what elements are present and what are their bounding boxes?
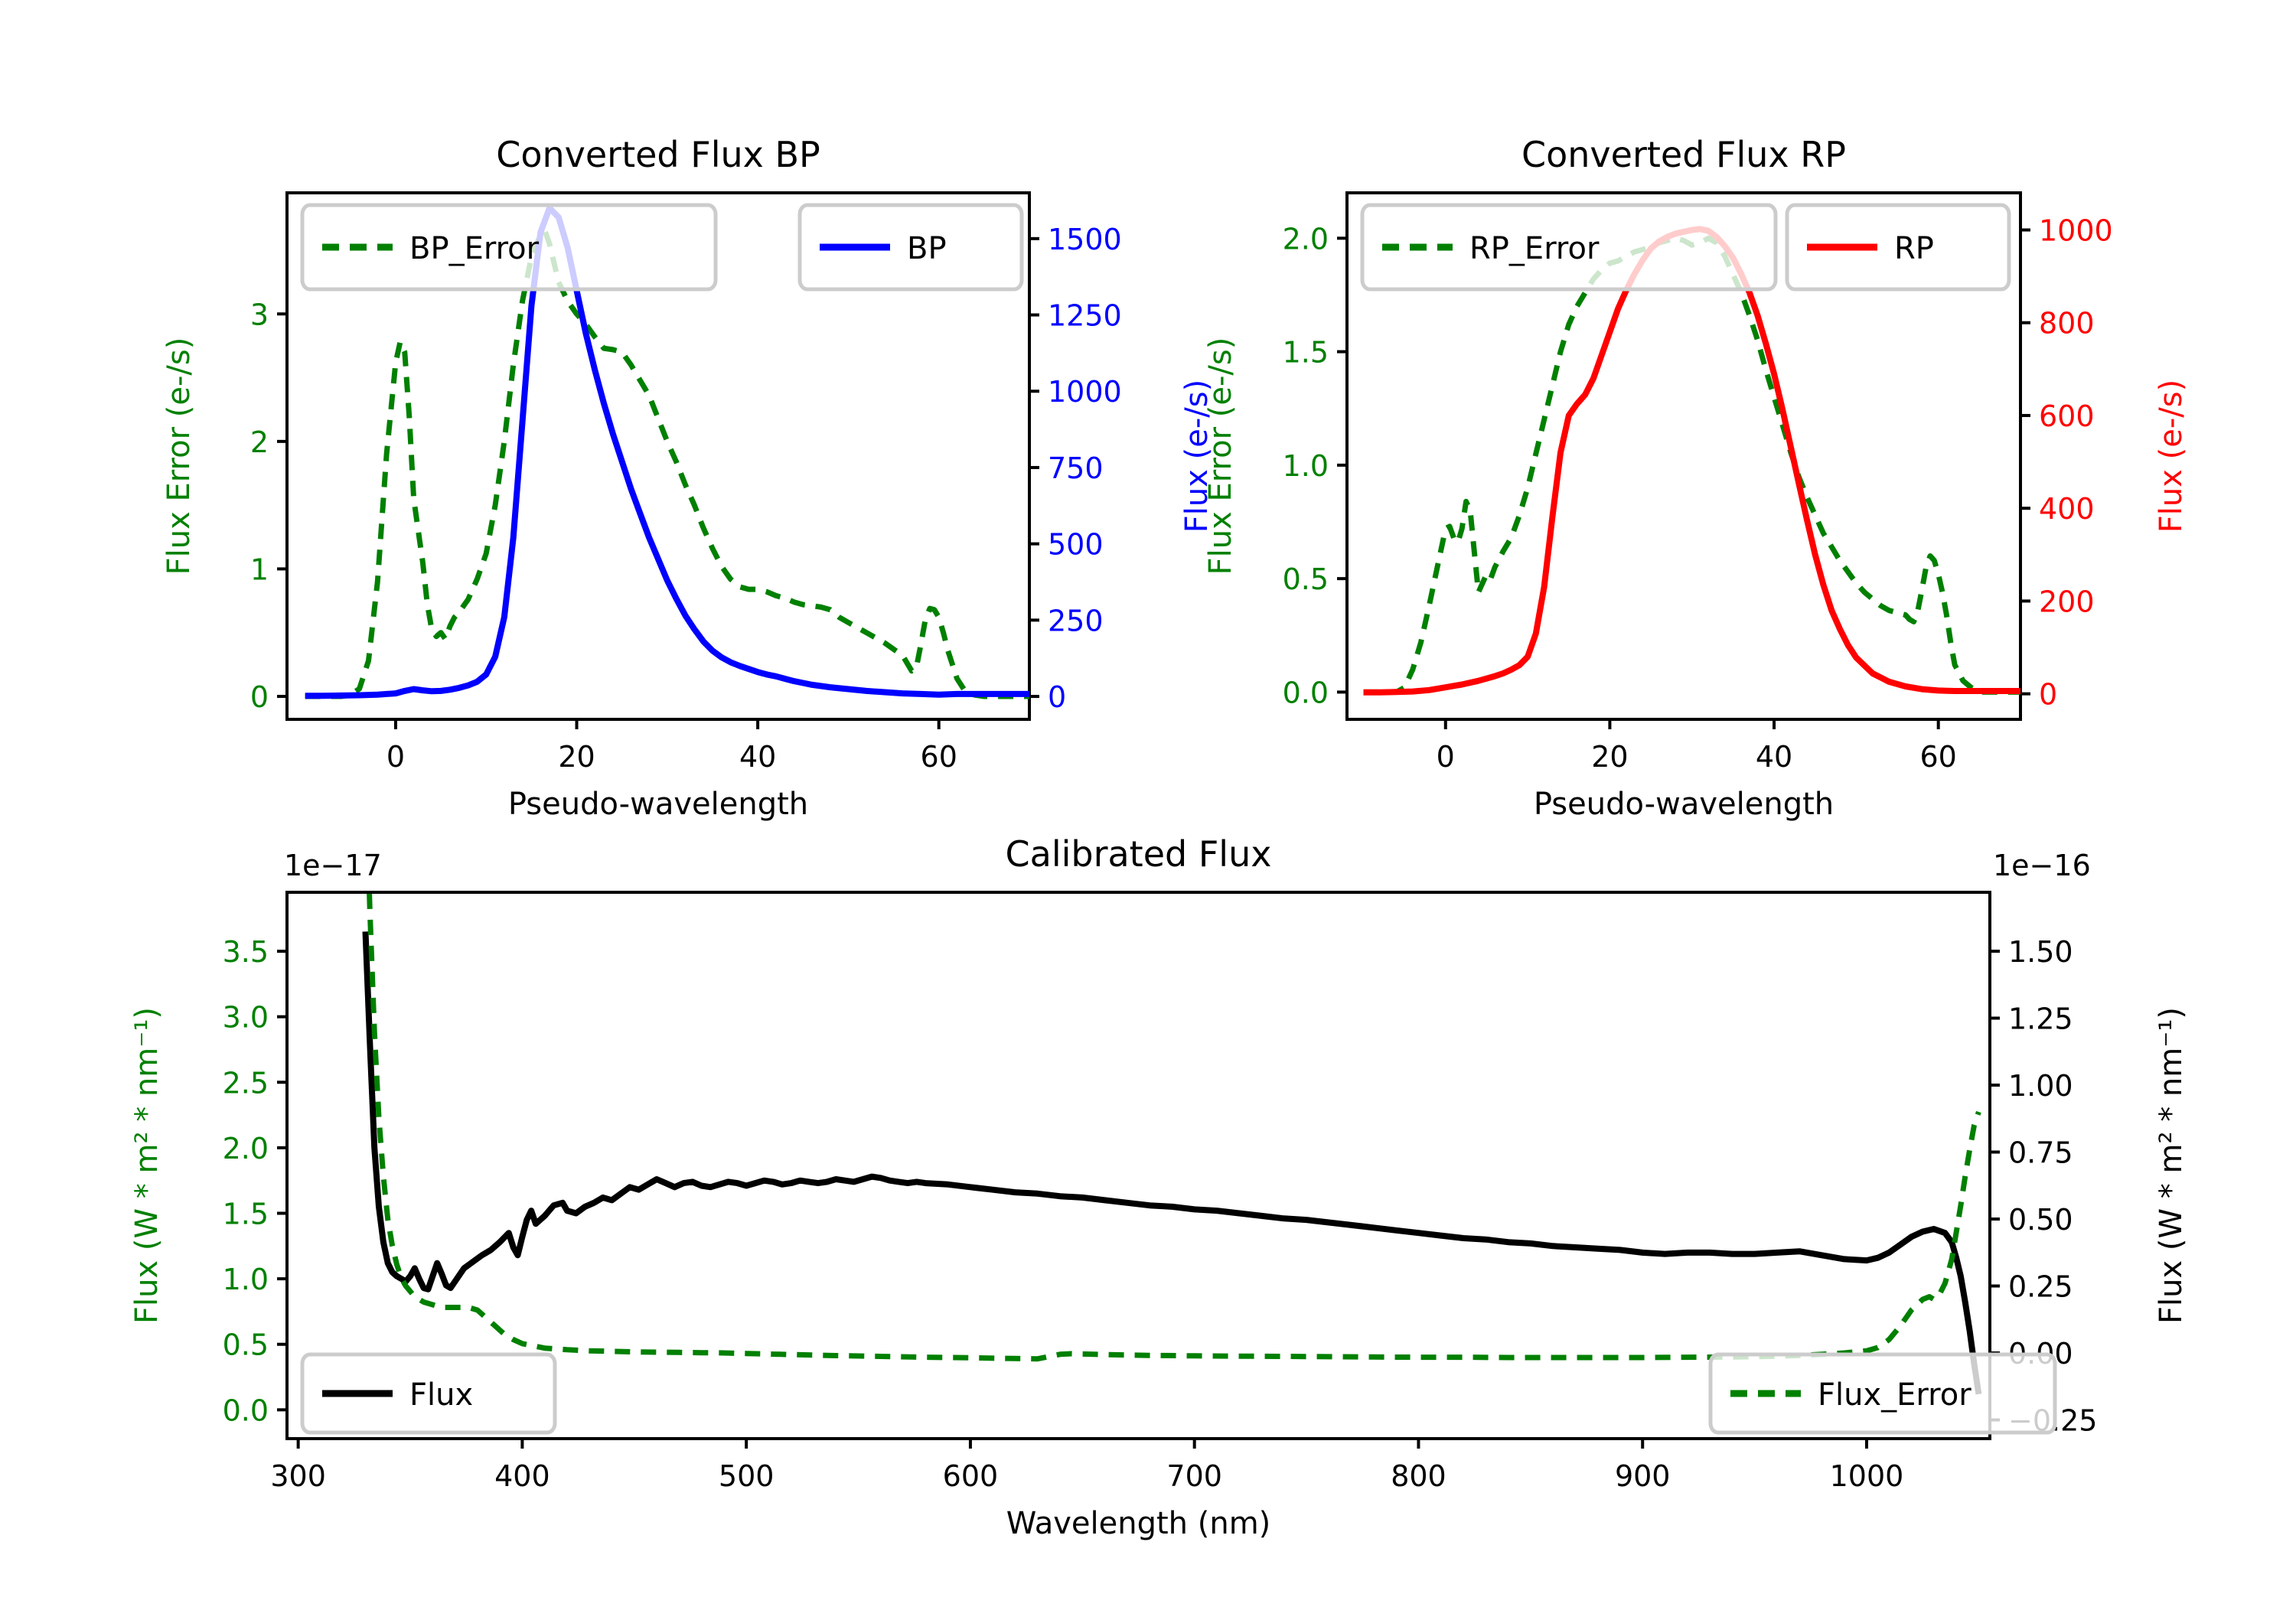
y-right-tick-label: 800 <box>2039 307 2095 341</box>
y-left-tick-label: 3 <box>250 298 269 331</box>
x-tick-label: 600 <box>943 1459 999 1493</box>
x-tick-label: 0 <box>386 740 405 774</box>
panel-title-calibrated-flux: Calibrated Flux <box>1006 833 1272 875</box>
y-left-tick-label: 3.0 <box>223 1001 269 1035</box>
legend-label-flux_error: Flux_Error <box>1818 1377 1971 1413</box>
y-left-tick-label: 0.0 <box>223 1393 269 1427</box>
legend-label-rp_error: RP_Error <box>1469 231 1600 266</box>
y-right-tick-label: 1.00 <box>2008 1069 2073 1103</box>
series-line-bp <box>305 204 1029 699</box>
axes-frame-converted-flux-bp <box>285 191 1031 721</box>
x-tick-label: 60 <box>921 740 957 774</box>
y-right-axis-label-calibrated-flux: Flux (W * m² * nm⁻¹) <box>2154 1007 2189 1324</box>
y-left-tick-label: 2.5 <box>223 1066 269 1100</box>
y-right-tick-label: 400 <box>2039 492 2095 526</box>
y-left-tick-label: 1.0 <box>223 1263 269 1296</box>
y-right-tick-label: 1000 <box>2039 214 2113 247</box>
y-left-tick-label: 2.0 <box>1283 222 1329 256</box>
x-tick-label: 40 <box>739 740 776 774</box>
x-tick-label: 300 <box>270 1459 326 1493</box>
y-right-tick-label: 1.50 <box>2008 935 2073 969</box>
y-right-axis-label-converted-flux-rp: Flux (e-/s) <box>2154 380 2189 533</box>
y-left-tick-label: 1.5 <box>223 1197 269 1231</box>
y-right-tick-label: 1000 <box>1048 375 1122 409</box>
y-right-tick-label: 1250 <box>1048 299 1122 333</box>
y-right-axis-label-converted-flux-bp: Flux (e-/s) <box>1179 380 1215 533</box>
x-tick-label: 500 <box>719 1459 775 1493</box>
series-line-rp_error <box>1363 235 2020 695</box>
y-left-tick-label: 0.5 <box>223 1328 269 1362</box>
y-right-tick-label: 1.25 <box>2008 1002 2073 1036</box>
y-right-tick-label: 0.25 <box>2008 1270 2073 1304</box>
panel-title-converted-flux-bp: Converted Flux BP <box>496 134 820 175</box>
y-right-tick-label: 500 <box>1048 528 1104 562</box>
y-left-tick-label: 3.5 <box>223 935 269 969</box>
y-right-tick-label: 0 <box>1048 680 1066 714</box>
legend-label-bp_error: BP_Error <box>409 231 540 266</box>
y-left-tick-label: 0.5 <box>1283 562 1329 596</box>
y-left-offset-calibrated-flux: 1e−17 <box>284 849 382 882</box>
x-tick-label: 60 <box>1920 740 1957 774</box>
x-tick-label: 20 <box>558 740 595 774</box>
y-right-tick-label: 750 <box>1048 451 1104 485</box>
y-left-axis-label-converted-flux-bp: Flux Error (e-/s) <box>161 337 197 575</box>
axes-frame-calibrated-flux <box>285 891 1991 1440</box>
x-axis-label-converted-flux-bp: Pseudo-wavelength <box>508 787 808 822</box>
y-left-tick-label: 1.5 <box>1283 336 1329 370</box>
y-right-tick-label: 0.50 <box>2008 1203 2073 1237</box>
legend-label-flux: Flux <box>409 1377 473 1413</box>
y-right-tick-label: 1500 <box>1048 223 1122 256</box>
x-tick-label: 20 <box>1591 740 1628 774</box>
series-line-bp_error <box>305 228 1029 699</box>
x-tick-label: 1000 <box>1830 1459 1904 1493</box>
x-tick-label: 900 <box>1615 1459 1671 1493</box>
y-left-axis-label-calibrated-flux: Flux (W * m² * nm⁻¹) <box>129 1007 165 1324</box>
y-right-tick-label: 600 <box>2039 399 2095 433</box>
x-axis-label-converted-flux-rp: Pseudo-wavelength <box>1534 787 1834 822</box>
legend-flux-error-box[interactable] <box>1708 1352 2057 1435</box>
legend-bp-box[interactable] <box>797 203 1024 292</box>
y-left-tick-label: 2.0 <box>223 1132 269 1165</box>
y-left-tick-label: 1.0 <box>1283 449 1329 483</box>
y-left-tick-label: 0 <box>250 680 269 714</box>
y-left-tick-label: 2 <box>250 425 269 459</box>
panel-title-converted-flux-rp: Converted Flux RP <box>1521 134 1846 175</box>
x-tick-label: 400 <box>494 1459 550 1493</box>
x-tick-label: 40 <box>1756 740 1792 774</box>
series-line-flux <box>362 931 1982 1395</box>
legend-flux-box[interactable] <box>300 1352 557 1435</box>
legend-rp-box[interactable] <box>1785 203 2011 292</box>
legend-label-bp: BP <box>907 231 947 266</box>
y-left-tick-label: 0.0 <box>1283 676 1329 709</box>
y-left-axis-label-converted-flux-rp: Flux Error (e-/s) <box>1203 337 1238 575</box>
y-right-tick-label: 250 <box>1048 604 1104 637</box>
x-axis-label-calibrated-flux: Wavelength (nm) <box>1006 1506 1271 1541</box>
y-right-tick-label: 200 <box>2039 585 2095 618</box>
x-tick-label: 0 <box>1437 740 1455 774</box>
legend-bp-error-box[interactable] <box>300 203 718 292</box>
legend-rp-error-box[interactable] <box>1360 203 1778 292</box>
series-line-rp <box>1363 226 2020 696</box>
y-right-offset-calibrated-flux: 1e−16 <box>1993 849 2091 882</box>
axes-frame-converted-flux-rp <box>1345 191 2022 721</box>
legend-label-rp: RP <box>1894 231 1934 266</box>
y-left-tick-label: 1 <box>250 553 269 586</box>
x-tick-label: 700 <box>1166 1459 1222 1493</box>
x-tick-label: 800 <box>1391 1459 1446 1493</box>
y-right-tick-label: 0.75 <box>2008 1136 2073 1170</box>
y-right-tick-label: 0 <box>2039 678 2057 712</box>
